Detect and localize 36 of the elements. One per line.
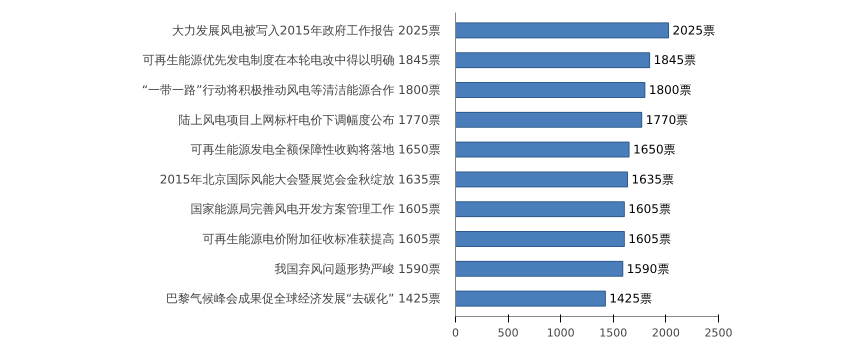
- x-tick-label: 2500: [704, 326, 733, 340]
- y-tick-label: “一带一路”行动将积极推动风电等清洁能源合作 1800票: [142, 82, 441, 97]
- bar: [456, 290, 606, 307]
- data-label: 1425票: [609, 292, 652, 306]
- x-tick-label: 1500: [599, 326, 628, 340]
- data-label: 1845票: [654, 53, 696, 68]
- x-tick-label: 0: [452, 326, 459, 340]
- y-tick-label: 陆上风电项目上网标杆电价下调幅度公布 1770票: [178, 112, 441, 127]
- bar: [456, 112, 642, 128]
- y-tick-label: 可再生能源优先发电制度在本轮电改中得以明确 1845票: [142, 53, 441, 68]
- bar: [456, 231, 625, 247]
- y-tick-label: 国家能源局完善风电开发方案管理工作 1605票: [190, 202, 441, 216]
- data-label: 1605票: [628, 232, 671, 246]
- y-tick-label: 2015年北京国际风能大会暨展览会金秋绽放 1635票: [160, 172, 441, 186]
- bar: [456, 82, 646, 98]
- y-tick-label: 可再生能源电价附加征收标准获提高 1605票: [202, 232, 441, 246]
- x-tick-label: 500: [498, 326, 519, 340]
- x-tick-label: 1000: [546, 326, 575, 340]
- data-label: 1770票: [646, 112, 688, 127]
- data-label: 1605票: [628, 202, 671, 216]
- y-tick-label: 可再生能源发电全额保障性收购将落地 1650票: [190, 142, 441, 157]
- bar: [456, 142, 630, 158]
- data-label: 2025票: [672, 23, 716, 38]
- data-label: 1800票: [648, 82, 692, 97]
- y-tick-label: 巴黎气候峰会成果促全球经济发展“去碳化” 1425票: [166, 292, 441, 306]
- data-label: 1590票: [626, 262, 670, 276]
- data-label: 1635票: [632, 172, 674, 186]
- x-tick-label: 2000: [652, 326, 680, 340]
- bar: [456, 171, 628, 188]
- bar: [456, 201, 625, 218]
- bar: [456, 260, 624, 277]
- data-label: 1650票: [633, 142, 676, 157]
- bar: [456, 22, 670, 38]
- y-tick-label: 大力发展风电被写入2015年政府工作报告 2025票: [172, 23, 441, 38]
- bar: [456, 52, 650, 68]
- y-tick-label: 我国弃风问题形势严峻 1590票: [274, 262, 441, 276]
